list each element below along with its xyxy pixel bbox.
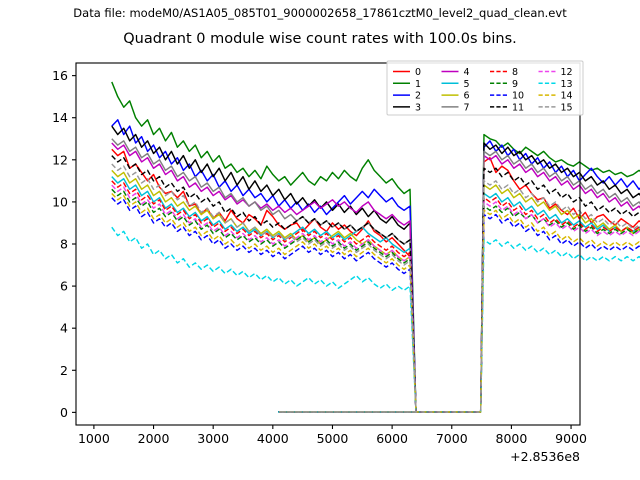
legend-label-12: 12: [561, 67, 573, 78]
legend-entry-1[interactable]: 1: [393, 79, 421, 90]
axes-layer: 1000 2000 3000 4000 5000 6000 7000 8000 9000+2.8…: [52, 62, 587, 464]
series-line-2: [111, 119, 640, 413]
x-tick-label: 6000: [376, 431, 408, 446]
series-line-6: [111, 169, 640, 413]
series-line-0: [111, 148, 640, 413]
y-tick-label: 2: [60, 363, 68, 378]
x-tick-label: 1000: [78, 431, 110, 446]
y-tick-label: 16: [52, 68, 68, 83]
legend-entry-15[interactable]: 15: [538, 103, 573, 114]
x-tick-label: 3000: [197, 431, 229, 446]
y-tick-label: 10: [52, 194, 68, 209]
legend-entry-9[interactable]: 9: [490, 79, 518, 90]
legend-label-15: 15: [561, 103, 573, 114]
y-tick-label: 4: [60, 321, 68, 336]
y-tick-label: 6: [60, 279, 68, 294]
x-tick-label: 8000: [496, 431, 528, 446]
legend-label-2: 2: [415, 91, 421, 102]
legend-entry-10[interactable]: 10: [490, 91, 524, 102]
legend-entry-5[interactable]: 5: [441, 79, 470, 90]
legend-entry-3[interactable]: 3: [393, 103, 421, 114]
series-line-10: [111, 197, 640, 413]
legend-label-5: 5: [464, 79, 470, 90]
legend-entry-4[interactable]: 4: [441, 67, 470, 78]
legend-label-14: 14: [561, 91, 573, 102]
y-tick-label: 0: [60, 405, 68, 420]
legend-entry-0[interactable]: 0: [393, 67, 421, 78]
x-tick-label: 9000: [555, 431, 587, 446]
y-tick-label: 14: [52, 110, 68, 125]
series-line-5: [111, 176, 640, 413]
plot-title: Quadrant 0 module wise count rates with …: [123, 31, 517, 47]
series-line-1: [111, 81, 640, 413]
legend-box: [386, 60, 584, 116]
legend-entry-11[interactable]: 11: [490, 103, 524, 114]
series-line-4: [111, 142, 640, 413]
series-line-15: [111, 163, 640, 413]
legend-label-13: 13: [561, 79, 573, 90]
legend-entry-7[interactable]: 7: [441, 103, 470, 114]
series-line-13: [111, 226, 640, 413]
legend-entry-2[interactable]: 2: [393, 91, 421, 102]
legend-label-9: 9: [512, 79, 518, 90]
y-tick-label: 8: [60, 237, 68, 252]
series-line-14: [111, 192, 640, 413]
x-axis-offset-label: +2.8536e8: [510, 449, 580, 464]
x-tick-label: 2000: [138, 431, 170, 446]
legend-entry-13[interactable]: 13: [538, 79, 573, 90]
figure-suptitle: Data file: modeM0/AS1A05_085T01_90000026…: [73, 6, 567, 20]
series-line-12: [111, 184, 640, 413]
series-layer: [111, 81, 640, 413]
x-tick-label: 7000: [436, 431, 468, 446]
legend-label-3: 3: [415, 103, 421, 114]
legend-label-7: 7: [464, 103, 470, 114]
legend-label-10: 10: [512, 91, 524, 102]
legend-label-11: 11: [512, 103, 524, 114]
series-line-3: [111, 125, 640, 413]
series-line-7: [111, 138, 640, 413]
legend-label-1: 1: [415, 79, 421, 90]
legend-entry-6[interactable]: 6: [441, 91, 470, 102]
legend-label-8: 8: [512, 67, 518, 78]
series-line-11: [111, 155, 640, 413]
legend-entry-12[interactable]: 12: [538, 67, 573, 78]
series-line-8: [111, 180, 640, 413]
legend-label-0: 0: [415, 67, 421, 78]
legend-label-6: 6: [464, 91, 470, 102]
legend-label-4: 4: [464, 67, 470, 78]
legend-entry-14[interactable]: 14: [538, 91, 573, 102]
legend-entry-8[interactable]: 8: [490, 67, 518, 78]
x-tick-label: 5000: [317, 431, 349, 446]
x-tick-label: 4000: [257, 431, 289, 446]
y-tick-label: 12: [52, 152, 68, 167]
